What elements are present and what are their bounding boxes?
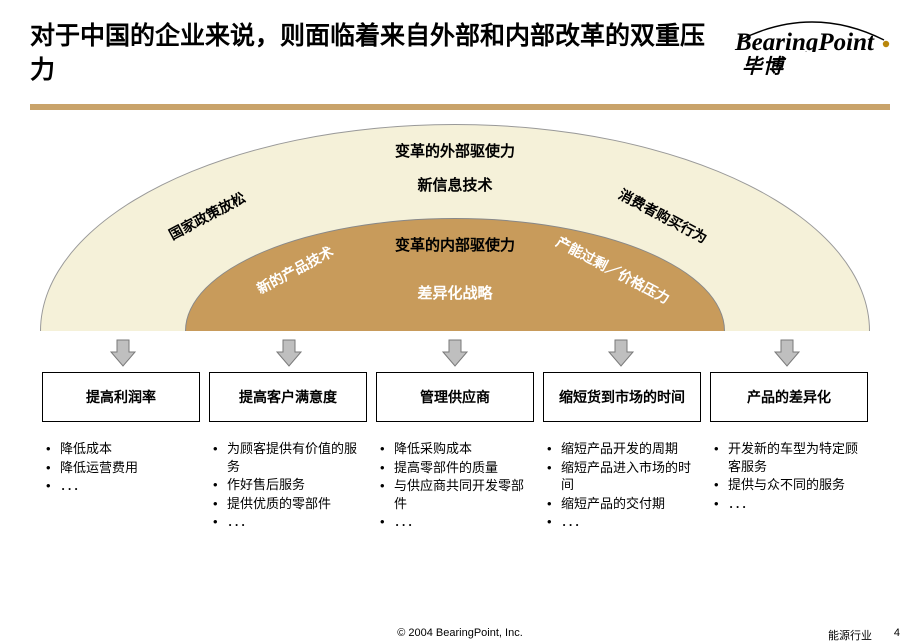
bullet-item: 作好售后服务: [213, 476, 367, 494]
goal-box: 管理供应商: [376, 372, 534, 422]
bullet-item: ．．．: [547, 513, 701, 531]
goal-bullets: 降低成本降低运营费用．．．: [42, 440, 200, 532]
goal-box: 缩短货到市场的时间: [543, 372, 701, 422]
bullets-row: 降低成本降低运营费用．．．为顾客提供有价值的服务作好售后服务提供优质的零部件．．…: [42, 440, 868, 532]
bullet-item: 降低运营费用: [46, 459, 200, 477]
logo-subtext: 毕博: [742, 50, 892, 79]
down-arrow-icon: [274, 338, 304, 368]
down-arrow-icon: [108, 338, 138, 368]
outer-arc-title: 变革的外部驱使力: [40, 140, 870, 161]
bullet-item: ．．．: [213, 513, 367, 531]
arc-diagram: 变革的外部驱使力 新信息技术 国家政策放松 消费者购买行为 变革的内部驱使力 差…: [40, 124, 870, 344]
bullet-item: ．．．: [46, 477, 200, 495]
copyright-text: © 2004 BearingPoint, Inc.: [0, 627, 920, 639]
bullet-item: 缩短产品的交付期: [547, 495, 701, 513]
brand-logo: BearingPoint 毕博: [732, 12, 892, 79]
page-title: 对于中国的企业来说，则面临着来自外部和内部改革的双重压力: [30, 20, 710, 88]
bullet-item: 降低成本: [46, 440, 200, 458]
industry-text: 能源行业: [828, 627, 872, 643]
title-underline: [30, 104, 890, 110]
page-number: 4: [894, 627, 900, 639]
bullet-item: 提高零部件的质量: [380, 459, 534, 477]
bullet-item: 缩短产品进入市场的时间: [547, 459, 701, 494]
boxes-row: 提高利润率提高客户满意度管理供应商缩短货到市场的时间产品的差异化: [42, 372, 868, 422]
bullet-item: 降低采购成本: [380, 440, 534, 458]
down-arrow-icon: [606, 338, 636, 368]
bullet-item: 提供优质的零部件: [213, 495, 367, 513]
goal-box: 提高客户满意度: [209, 372, 367, 422]
goal-box: 产品的差异化: [710, 372, 868, 422]
inner-arc-title: 变革的内部驱使力: [185, 234, 725, 255]
logo-text: BearingPoint: [734, 29, 875, 52]
bullet-item: 缩短产品开发的周期: [547, 440, 701, 458]
bullet-item: ．．．: [380, 513, 534, 531]
arrows-row: [40, 338, 870, 368]
down-arrow-icon: [440, 338, 470, 368]
goal-bullets: 缩短产品开发的周期缩短产品进入市场的时间缩短产品的交付期．．．: [543, 440, 701, 532]
goal-bullets: 为顾客提供有价值的服务作好售后服务提供优质的零部件．．．: [209, 440, 367, 532]
goal-bullets: 开发新的车型为特定顾客服务提供与众不同的服务．．．: [710, 440, 868, 532]
outer-arc-sub: 新信息技术: [40, 174, 870, 195]
bullet-item: 开发新的车型为特定顾客服务: [714, 440, 868, 475]
bullet-item: ．．．: [714, 495, 868, 513]
goal-bullets: 降低采购成本提高零部件的质量与供应商共同开发零部件．．．: [376, 440, 534, 532]
down-arrow-icon: [772, 338, 802, 368]
goal-box: 提高利润率: [42, 372, 200, 422]
bullet-item: 与供应商共同开发零部件: [380, 477, 534, 512]
logo-dot: [883, 41, 889, 47]
bullet-item: 为顾客提供有价值的服务: [213, 440, 367, 475]
bullet-item: 提供与众不同的服务: [714, 476, 868, 494]
